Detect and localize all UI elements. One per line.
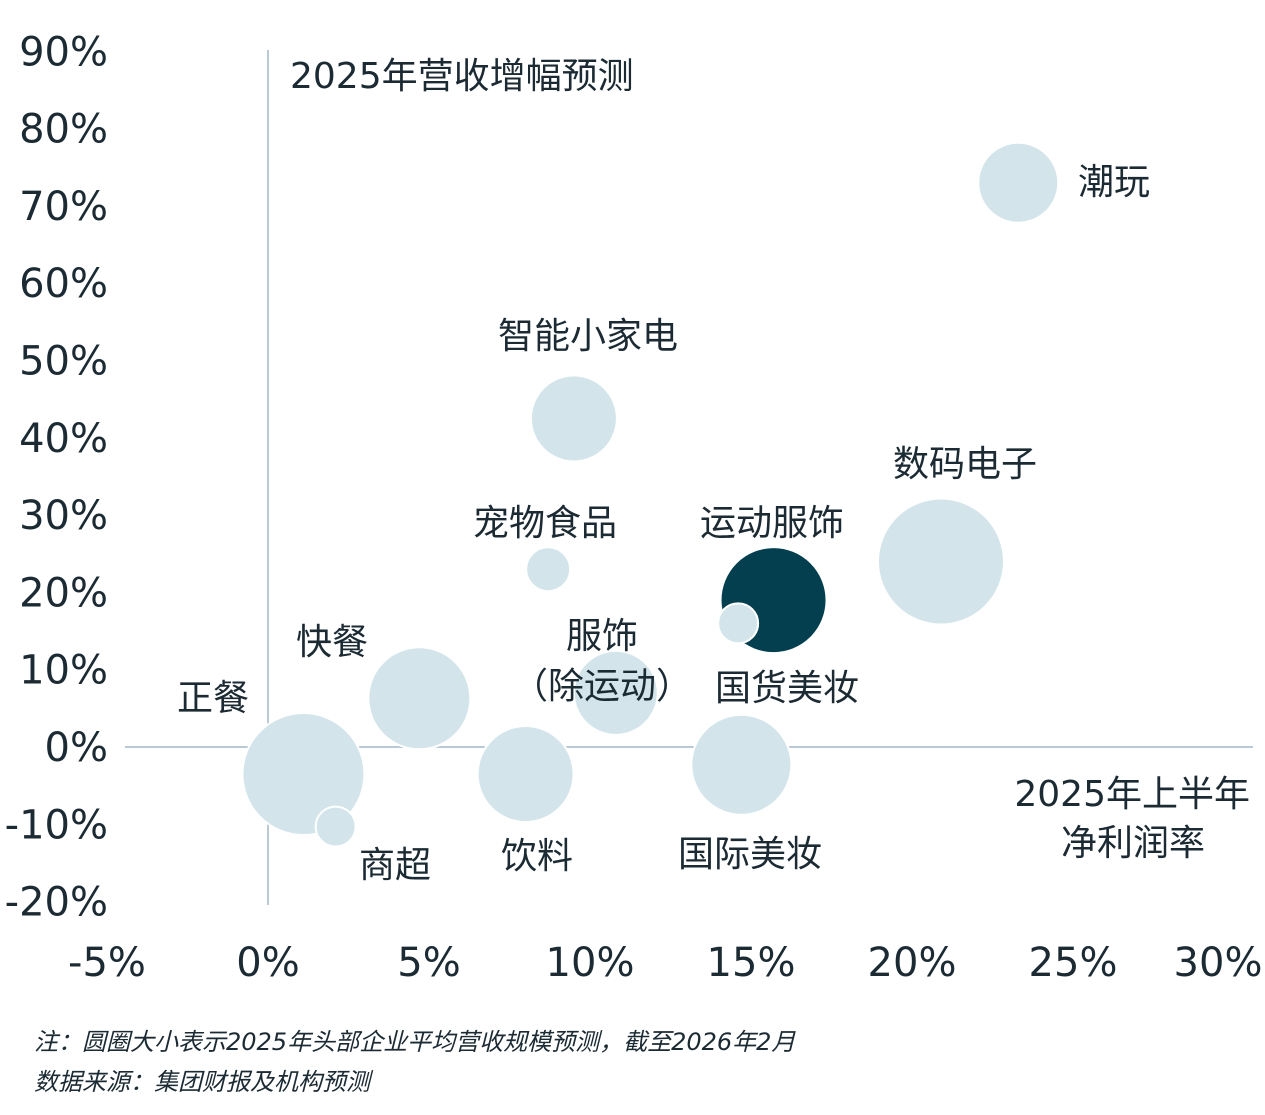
x-tick-label: 25%: [1029, 940, 1118, 986]
x-axis-title: 净利润率: [1061, 823, 1205, 864]
bubble-label: 宠物食品: [473, 503, 617, 544]
x-tick-label: 10%: [546, 940, 635, 986]
y-tick-label: 10%: [19, 648, 108, 694]
bubble: [241, 712, 366, 837]
bubble: [717, 602, 760, 645]
bubble-label: 数码电子: [893, 444, 1037, 485]
bubble-label: 国货美妆: [715, 668, 859, 709]
bubble: [876, 497, 1005, 626]
bubble-label: 智能小家电: [498, 316, 678, 357]
y-tick-label: -20%: [5, 880, 108, 926]
y-tick-label: 90%: [19, 29, 108, 75]
footnote: 注：圆圈大小表示2025年头部企业平均营收规模预测，截至2026年2月: [34, 1028, 796, 1056]
bubble-label: （除运动）: [512, 666, 692, 707]
bubble-label: 商超: [359, 845, 431, 886]
y-tick-label: 40%: [19, 416, 108, 462]
bubble: [529, 374, 618, 463]
y-tick-label: 70%: [19, 184, 108, 230]
x-axis-title: 2025年上半年: [1014, 774, 1250, 815]
bubble: [572, 649, 659, 736]
y-tick-label: -10%: [5, 802, 108, 848]
bubble: [977, 141, 1060, 224]
bubble: [367, 646, 472, 751]
bubble: [525, 546, 572, 593]
x-tick-label: 30%: [1174, 940, 1263, 986]
y-tick-label: 60%: [19, 261, 108, 307]
y-tick-label: 50%: [19, 339, 108, 385]
data-source: 数据来源：集团财报及机构预测: [34, 1068, 370, 1096]
x-tick-label: 5%: [397, 940, 460, 986]
bubble-label: 快餐: [296, 622, 368, 663]
y-tick-label: 0%: [45, 725, 108, 771]
y-tick-label: 20%: [19, 570, 108, 616]
bubble-label: 国际美妆: [678, 834, 822, 875]
y-tick-label: 30%: [19, 493, 108, 539]
bubble-label: 潮玩: [1078, 162, 1150, 203]
bubble-label: 服饰: [566, 616, 638, 657]
x-tick-label: 0%: [236, 940, 299, 986]
bubble-label: 运动服饰: [700, 503, 844, 544]
bubble: [690, 713, 793, 816]
y-axis-title: 2025年营收增幅预测: [290, 56, 634, 97]
bubble: [476, 725, 575, 824]
x-tick-label: 20%: [868, 940, 957, 986]
x-tick-label: 15%: [707, 940, 796, 986]
y-tick-label: 80%: [19, 107, 108, 153]
bubble: [314, 805, 357, 848]
bubble-label: 正餐: [177, 678, 249, 719]
bubble-label: 饮料: [501, 836, 573, 877]
x-tick-label: -5%: [68, 940, 146, 986]
